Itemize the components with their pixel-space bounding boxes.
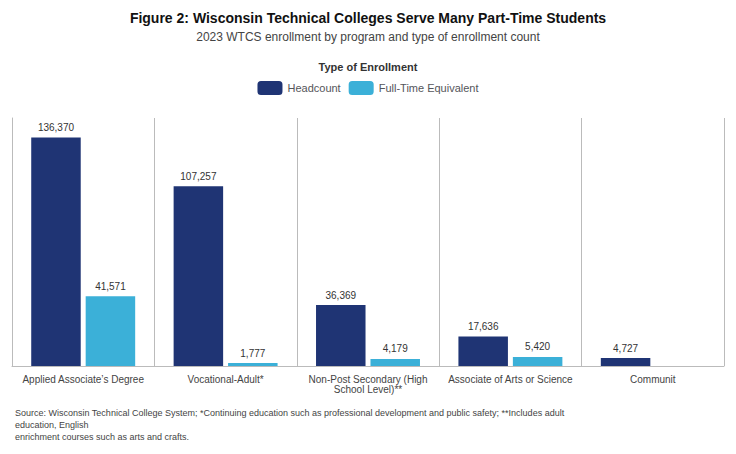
svg-text:Associate of Arts or Science: Associate of Arts or Science [448, 374, 573, 385]
svg-text:4,727: 4,727 [613, 343, 638, 354]
svg-text:School Level)**: School Level)** [334, 384, 402, 395]
svg-text:41,571: 41,571 [95, 281, 126, 292]
svg-text:Non-Post Secondary (High: Non-Post Secondary (High [308, 373, 428, 385]
svg-text:Full-Time Equivalent: Full-Time Equivalent [379, 82, 479, 94]
svg-text:36,369: 36,369 [325, 290, 356, 301]
svg-text:Vocational-Adult*: Vocational-Adult* [188, 374, 264, 385]
svg-text:enrichment courses such as art: enrichment courses such as arts and craf… [15, 432, 189, 442]
svg-text:1,777: 1,777 [240, 348, 265, 359]
svg-text:4,179: 4,179 [383, 343, 408, 354]
svg-text:2023 WTCS enrollment by progra: 2023 WTCS enrollment by program and type… [196, 30, 540, 44]
svg-text:education, English: education, English [15, 420, 89, 430]
svg-text:5,420: 5,420 [525, 341, 550, 352]
svg-text:Source: Wisconsin Technical Co: Source: Wisconsin Technical College Syst… [15, 408, 567, 418]
svg-text:Figure 2: Wisconsin Technical: Figure 2: Wisconsin Technical Colleges S… [130, 10, 606, 26]
svg-text:17,636: 17,636 [468, 321, 499, 332]
svg-text:Headcount: Headcount [287, 82, 340, 94]
svg-text:107,257: 107,257 [180, 171, 217, 182]
svg-text:136,370: 136,370 [38, 122, 75, 133]
svg-text:Applied Associate’s Degree: Applied Associate’s Degree [22, 374, 144, 385]
svg-text:Communit: Communit [630, 374, 676, 385]
svg-text:Type of Enrollment: Type of Enrollment [319, 61, 418, 73]
